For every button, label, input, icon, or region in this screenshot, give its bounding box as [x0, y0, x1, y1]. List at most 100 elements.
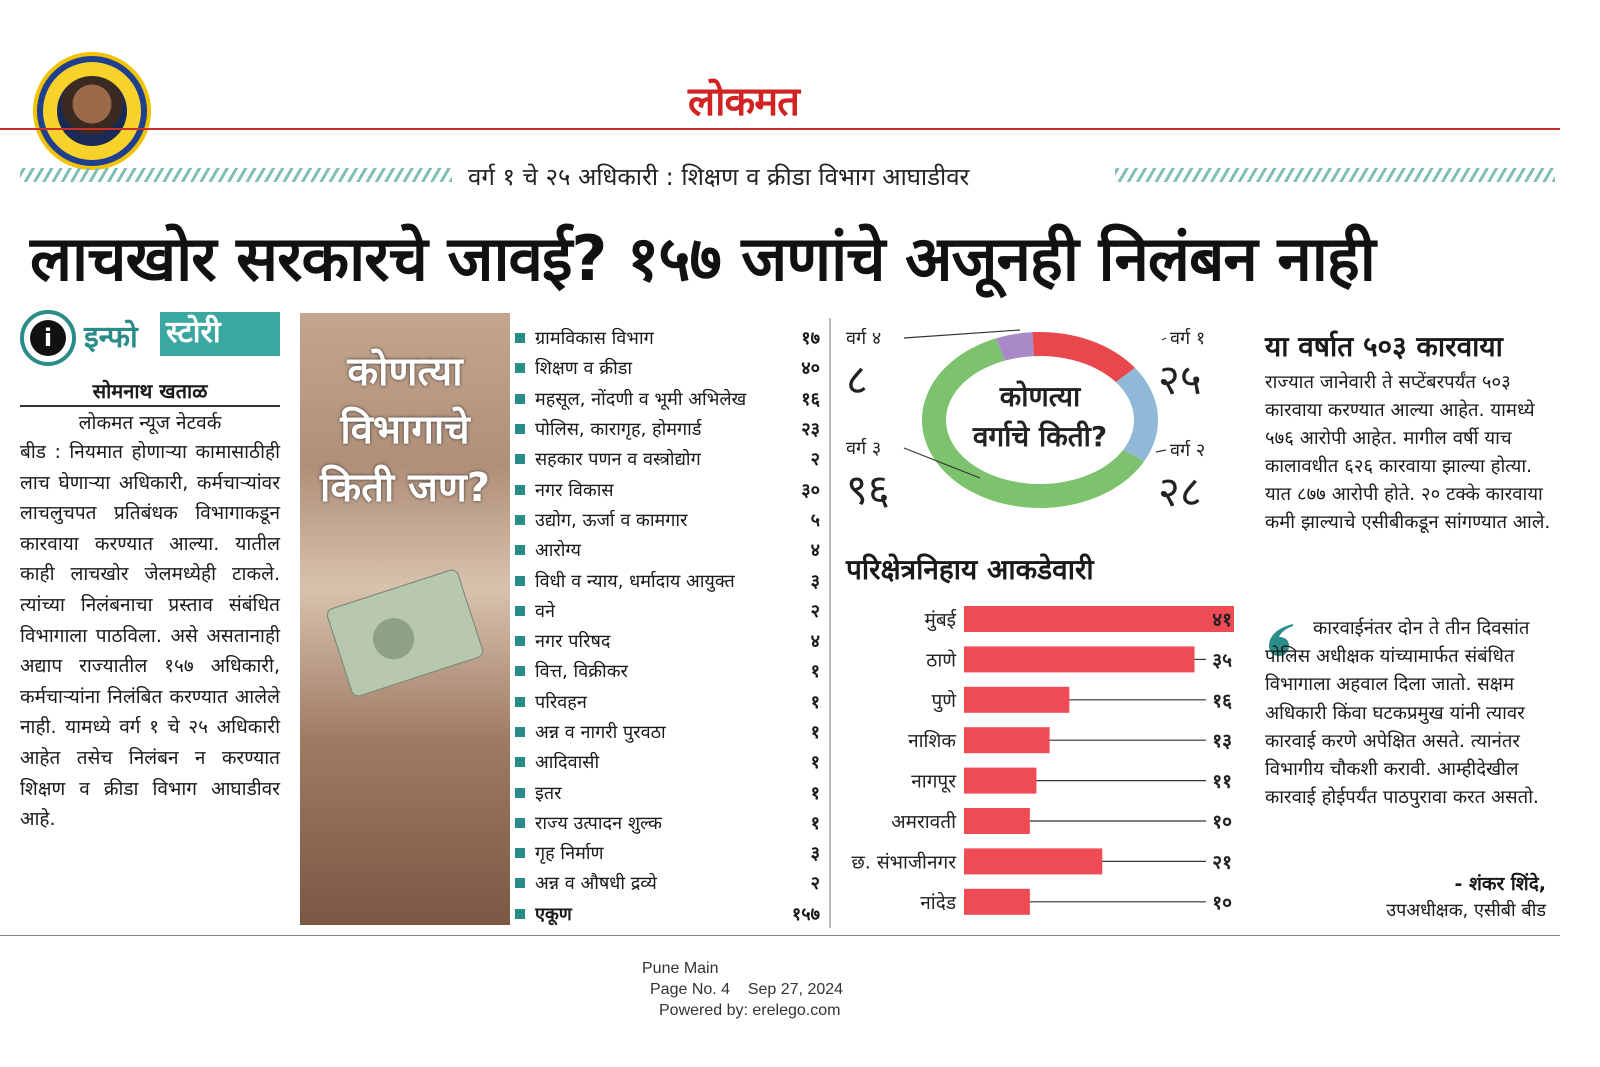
page-footer: Pune Main Page No. 4 Sep 27, 2024 Powere…	[600, 960, 1000, 1023]
department-row: ग्रामविकास विभाग १७	[515, 323, 820, 353]
donut-category-label: वर्ग ३	[846, 437, 881, 459]
bar-value-label: १०	[1212, 892, 1232, 914]
region-bar	[964, 646, 1195, 673]
department-row: इतर १	[515, 777, 820, 807]
photo-question-line: विभागाचे	[340, 407, 470, 453]
donut-leader-line	[903, 447, 981, 479]
headline: लाचखोर सरकारचे जावई? १५७ जणांचे अजूनही न…	[30, 222, 1376, 295]
cash-handover-photo: कोणत्या विभागाचे किती जण?	[300, 313, 510, 925]
department-name: वित्त, विक्रीकर	[535, 661, 628, 683]
department-row: वने २	[515, 596, 820, 626]
department-row: अन्न व नागरी पुरवठा १	[515, 717, 820, 747]
kicker: वर्ग १ चे २५ अधिकारी : शिक्षण व क्रीडा व…	[468, 163, 970, 191]
bar-category-label: छ. संभाजीनगर	[851, 850, 957, 873]
department-row: परिवहन १	[515, 687, 820, 717]
department-row: महसूल, नोंदणी व भूमी अभिलेख १६	[515, 384, 820, 414]
department-count: २	[810, 873, 820, 895]
banknote-icon	[326, 569, 484, 697]
department-count: १	[810, 812, 820, 834]
department-count: २	[810, 449, 820, 471]
department-count: १५७	[791, 903, 820, 925]
bullet-square-icon	[515, 696, 525, 707]
region-bar	[964, 808, 1030, 834]
department-count: १	[810, 752, 820, 774]
right-heading: या वर्षात ५०३ कारवाया	[1265, 330, 1503, 363]
department-name: उद्योग, ऊर्जा व कामगार	[535, 509, 688, 531]
department-name: आरोग्य	[535, 540, 581, 562]
bar-value-label: ११	[1212, 771, 1232, 793]
department-count: १	[810, 722, 820, 743]
bar-category-label: ठाणे	[926, 648, 956, 671]
department-count: १	[810, 691, 820, 713]
department-name: नगर परिषद	[535, 631, 611, 653]
donut-category-label: वर्ग १	[1170, 327, 1205, 349]
department-count: २	[810, 600, 820, 622]
department-count: ५	[810, 509, 820, 531]
donut-slice	[1032, 332, 1136, 383]
bar-value-label: १३	[1212, 730, 1232, 752]
department-name: महसूल, नोंदणी व भूमी अभिलेख	[535, 388, 747, 410]
department-name: इतर	[535, 782, 562, 804]
department-name: नगर विकास	[535, 479, 614, 501]
department-row: आरोग्य ४	[515, 535, 820, 565]
department-row: नगर परिषद ४	[515, 626, 820, 656]
bullet-square-icon	[515, 727, 525, 737]
department-count: २३	[801, 419, 820, 441]
department-row: आदिवासी १	[515, 747, 820, 777]
department-name: पोलिस, कारागृह, होमगार्ड	[535, 419, 702, 441]
department-name: ग्रामविकास विभाग	[535, 328, 654, 350]
info-icon: i	[20, 310, 76, 366]
bar-value-label: १०	[1212, 811, 1232, 833]
department-count: १७	[801, 328, 820, 350]
bar-category-label: नांदेड	[920, 891, 957, 914]
bar-category-label: मुंबई	[924, 608, 957, 632]
department-row: राज्य उत्पादन शुल्क १	[515, 808, 820, 838]
newspaper-logo: लोकमत	[688, 79, 800, 125]
donut-title-line2: वर्गाचे किती?	[972, 420, 1107, 453]
bar-value-label: ४१	[1212, 609, 1232, 631]
bullet-square-icon	[515, 363, 525, 374]
bullet-square-icon	[515, 908, 525, 919]
right-body: राज्यात जानेवारी ते सप्टेंबरपर्यंत ५०३ क…	[1265, 372, 1551, 533]
region-bar	[964, 686, 1070, 713]
byline-rule	[20, 405, 280, 407]
department-count: १	[810, 661, 820, 683]
department-name: अन्न व औषधी द्रव्ये	[535, 873, 657, 895]
department-row: नगर विकास ३०	[515, 474, 820, 504]
footer-edition: Pune Main	[642, 960, 719, 977]
bullet-square-icon	[515, 575, 525, 586]
bullet-square-icon	[515, 484, 525, 495]
column-divider	[829, 318, 831, 928]
donut-slice	[1115, 367, 1158, 462]
donut-labels: वर्ग १ २५ वर्ग २ २८ वर्ग ३ ९६ वर्ग ४ ८	[846, 327, 1205, 516]
department-row: वित्त, विक्रीकर १	[515, 656, 820, 686]
bullet-square-icon	[515, 393, 525, 404]
bar-value-label: १६	[1212, 690, 1232, 712]
bullet-square-icon	[515, 848, 525, 859]
region-chart-title: परिक्षेत्रनिहाय आकडेवारी	[846, 553, 1094, 586]
donut-category-label: वर्ग ४	[846, 327, 881, 349]
bullet-square-icon	[515, 545, 525, 556]
avatar	[57, 76, 127, 146]
bullet-square-icon	[515, 333, 525, 344]
masthead-rule	[0, 128, 1560, 130]
department-count: ४	[810, 631, 820, 653]
department-count: ३	[810, 843, 820, 865]
photo-question-line: कोणत्या	[347, 349, 463, 395]
region-bar	[964, 606, 1234, 632]
department-count: १६	[801, 388, 820, 410]
footer-powered-by: Powered by: erelego.com	[659, 1002, 841, 1019]
bullet-square-icon	[515, 605, 525, 616]
profile-badge	[33, 52, 151, 170]
quote-author: - शंकर शिंदे,	[1454, 873, 1546, 895]
bar-value-label: ३५	[1212, 649, 1232, 671]
region-bar	[964, 888, 1030, 915]
department-name: विधी व न्याय, धर्मादाय आयुक्त	[535, 570, 735, 592]
page-bottom-rule	[0, 935, 1560, 936]
kicker-hatch-right	[1115, 168, 1555, 182]
department-row: एकूण १५७	[515, 899, 820, 929]
department-name: राज्य उत्पादन शुल्क	[535, 812, 663, 834]
donut-value-label: २८	[1158, 467, 1202, 516]
donut-value-label: २५	[1158, 355, 1202, 404]
photo-question-line: किती जण?	[320, 465, 490, 511]
